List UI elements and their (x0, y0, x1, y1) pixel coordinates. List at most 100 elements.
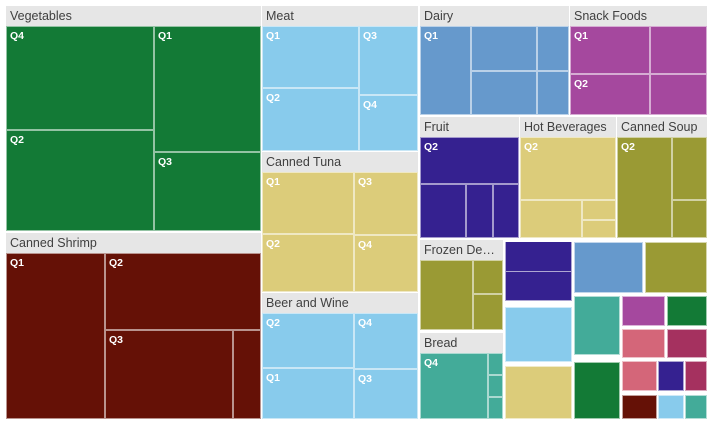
treemap-tile[interactable]: Q3 (105, 330, 233, 419)
group-header: Canned Soup (617, 117, 707, 137)
unlabeled-group[interactable] (622, 296, 665, 326)
treemap-tile[interactable]: Q2 (105, 253, 261, 330)
group-canned-shrimp[interactable]: Canned Shrimp Q1 Q2 Q3 (6, 233, 261, 419)
unlabeled-group[interactable] (622, 395, 657, 419)
group-beer-and-wine[interactable]: Beer and Wine Q2 Q4 Q1 Q3 (262, 293, 418, 419)
tile-label: Q1 (266, 30, 281, 42)
tile-label: Q2 (109, 257, 124, 269)
treemap-tile[interactable]: Q1 (420, 26, 471, 115)
treemap-tile[interactable]: Q1 (262, 172, 354, 234)
treemap-tile[interactable] (466, 184, 493, 238)
group-snack-foods[interactable]: Snack Foods Q1 Q2 (570, 6, 707, 115)
group-meat[interactable]: Meat Q1 Q3 Q2 Q4 (262, 6, 418, 151)
treemap-tile[interactable] (233, 330, 261, 419)
unlabeled-group[interactable] (658, 395, 684, 419)
treemap-tile[interactable] (471, 71, 537, 115)
unlabeled-group[interactable] (505, 307, 572, 362)
group-bread[interactable]: Bread Q4 (420, 333, 503, 419)
treemap-tile[interactable] (537, 71, 569, 115)
tile-label: Q3 (363, 30, 378, 42)
treemap-tile[interactable]: Q3 (354, 172, 418, 235)
treemap-tile[interactable]: Q3 (354, 369, 418, 419)
tile-label: Q2 (524, 141, 539, 153)
treemap-tile[interactable]: Q1 (6, 253, 105, 419)
treemap-tile[interactable] (672, 200, 707, 238)
unlabeled-group[interactable] (622, 329, 665, 358)
group-vegetables[interactable]: Vegetables Q4 Q1 Q2 Q3 (6, 6, 261, 231)
group-canned-tuna[interactable]: Canned Tuna Q1 Q3 Q2 Q4 (262, 152, 418, 292)
treemap-tile[interactable] (650, 74, 707, 115)
unlabeled-group[interactable] (645, 242, 707, 293)
treemap-tile[interactable] (473, 294, 503, 330)
tile-label: Q3 (158, 156, 173, 168)
treemap-tile[interactable] (473, 260, 503, 294)
treemap-tile[interactable] (582, 200, 616, 220)
unlabeled-group[interactable] (574, 242, 643, 293)
unlabeled-group[interactable] (685, 361, 707, 391)
treemap-tile[interactable]: Q4 (420, 353, 488, 419)
group-header: Frozen Dess... (420, 240, 503, 260)
treemap-tile[interactable]: Q4 (6, 26, 154, 130)
treemap-tile[interactable]: Q3 (154, 152, 261, 231)
group-fruit[interactable]: Fruit Q2 (420, 117, 519, 238)
treemap-tile[interactable] (650, 26, 707, 74)
tile-label: Q4 (424, 357, 439, 369)
treemap-tile[interactable]: Q2 (520, 137, 616, 200)
treemap-tile[interactable]: Q4 (354, 235, 418, 292)
treemap-tile[interactable] (420, 184, 466, 238)
unlabeled-group[interactable] (658, 361, 684, 391)
tile-label: Q1 (266, 372, 281, 384)
treemap-tile[interactable] (488, 375, 503, 397)
treemap-tile[interactable] (672, 137, 707, 200)
tile-label: Q2 (574, 78, 589, 90)
tile-label: Q2 (621, 141, 636, 153)
group-header: Bread (420, 333, 503, 353)
treemap-tile[interactable]: Q4 (359, 95, 418, 151)
treemap-tile[interactable]: Q2 (570, 74, 650, 115)
unlabeled-group[interactable] (622, 361, 657, 391)
treemap-tile[interactable]: Q1 (570, 26, 650, 74)
treemap-tile[interactable] (537, 26, 569, 71)
unlabeled-group[interactable] (667, 329, 707, 358)
treemap-tile[interactable]: Q3 (359, 26, 418, 95)
treemap-tile[interactable]: Q2 (6, 130, 154, 231)
unlabeled-group[interactable] (505, 366, 572, 419)
treemap-tile[interactable]: Q2 (262, 234, 354, 292)
treemap-tile[interactable] (582, 220, 616, 238)
treemap-tile[interactable]: Q2 (617, 137, 672, 238)
group-header: Snack Foods (570, 6, 707, 26)
group-dairy[interactable]: Dairy Q1 (420, 6, 569, 115)
treemap-tile[interactable] (488, 353, 503, 375)
treemap-tile[interactable]: Q2 (420, 137, 519, 184)
unlabeled-group[interactable] (574, 362, 620, 419)
tile-label: Q3 (358, 176, 373, 188)
unlabeled-group[interactable] (574, 296, 620, 355)
unlabeled-group[interactable] (667, 296, 707, 326)
treemap-tile[interactable] (520, 200, 582, 238)
group-canned-soup[interactable]: Canned Soup Q2 (617, 117, 707, 238)
treemap-tile[interactable] (493, 184, 519, 238)
tile-label: Q2 (266, 92, 281, 104)
group-header: Fruit (420, 117, 519, 137)
group-frozen-desserts[interactable]: Frozen Dess... (420, 240, 503, 330)
treemap-tile[interactable]: Q4 (354, 313, 418, 369)
group-hot-beverages[interactable]: Hot Beverages Q2 (520, 117, 616, 238)
treemap-tile[interactable] (471, 26, 537, 71)
treemap-tile[interactable]: Q1 (262, 368, 354, 419)
treemap-tile[interactable]: Q2 (262, 313, 354, 368)
tile-label: Q4 (10, 30, 25, 42)
treemap-tile[interactable]: Q1 (262, 26, 359, 88)
treemap-tile[interactable] (488, 397, 503, 419)
group-header: Vegetables (6, 6, 261, 26)
tile-label: Q2 (266, 317, 281, 329)
tile-label: Q3 (358, 373, 373, 385)
tile-label: Q3 (109, 334, 124, 346)
treemap-tile[interactable]: Q1 (154, 26, 261, 152)
unlabeled-group[interactable] (685, 395, 707, 419)
treemap-tile[interactable]: Q2 (262, 88, 359, 151)
treemap-tile[interactable] (420, 260, 473, 330)
group-header: Canned Shrimp (6, 233, 261, 253)
unlabeled-group[interactable] (505, 242, 572, 272)
tile-label: Q1 (574, 30, 589, 42)
